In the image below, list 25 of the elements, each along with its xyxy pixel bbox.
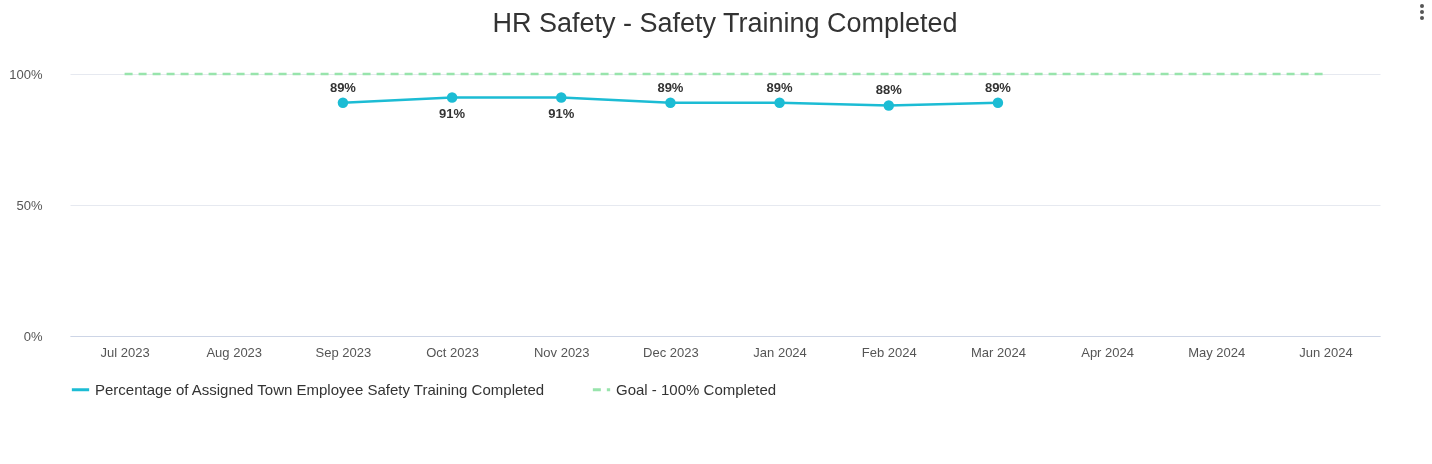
x-tick-label: Nov 2023	[533, 344, 590, 360]
data-label: 91%	[548, 105, 575, 121]
x-tick-label: Jun 2024	[1299, 344, 1353, 360]
data-label: 89%	[766, 79, 794, 95]
data-label: 89%	[657, 79, 684, 95]
x-tick-label: Oct 2023	[426, 344, 479, 360]
legend-label: Goal - 100% Completed	[616, 380, 777, 398]
data-label: 89%	[329, 79, 357, 95]
x-tick-label: Aug 2023	[206, 344, 263, 360]
legend-label: Percentage of Assigned Town Employee Safety Training Completed	[95, 380, 545, 398]
data-label: 89%	[984, 79, 1012, 95]
x-tick-label: Mar 2024	[970, 344, 1026, 360]
data-label: 88%	[875, 82, 903, 98]
x-tick-label: Dec 2023	[643, 344, 699, 360]
x-tick-label: Apr 2024	[1081, 344, 1134, 360]
y-tick-label: 0%	[23, 328, 43, 344]
x-tick-label: Sep 2023	[315, 344, 372, 360]
y-tick-label: 100%	[9, 66, 43, 82]
chart-title: HR Safety - Safety Training Completed	[492, 8, 958, 38]
y-tick-label: 50%	[16, 197, 43, 213]
x-tick-label: Feb 2024	[861, 344, 917, 360]
x-tick-label: Jan 2024	[753, 344, 807, 360]
x-tick-label: Jul 2023	[100, 344, 150, 360]
x-tick-label: May 2024	[1188, 344, 1246, 360]
data-label: 91%	[439, 105, 466, 121]
